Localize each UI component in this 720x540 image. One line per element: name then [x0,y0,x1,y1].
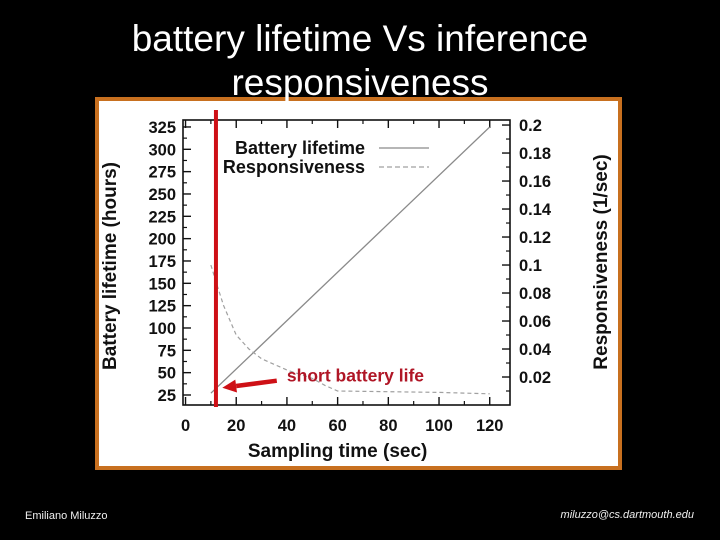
svg-text:40: 40 [278,417,296,435]
svg-text:Sampling time (sec): Sampling time (sec) [248,441,428,462]
svg-text:50: 50 [158,365,176,383]
annotation-label: short battery life [287,365,424,385]
svg-text:100: 100 [148,320,176,338]
svg-text:0.2: 0.2 [519,117,542,135]
axis-titles: Sampling time (sec) Battery lifetime (hou… [100,154,612,462]
svg-text:250: 250 [148,186,176,204]
red-arrow [222,378,278,393]
svg-text:325: 325 [148,119,176,137]
svg-text:Battery lifetime: Battery lifetime [235,138,365,158]
svg-text:100: 100 [425,417,453,435]
svg-text:275: 275 [148,164,176,182]
svg-text:200: 200 [148,231,176,249]
slide-title-container: battery lifetime Vs inference responsive… [0,0,720,101]
svg-text:20: 20 [227,417,245,435]
svg-text:Responsiveness (1/sec): Responsiveness (1/sec) [591,154,612,369]
svg-text:60: 60 [328,417,346,435]
author-email: miluzzo@cs.dartmouth.edu [560,509,694,521]
right-axis-ticks: 0.02 0.04 0.06 0.08 0.1 0.12 0.14 0.16 0.18 0.2 [502,117,552,392]
battery-vs-responsiveness-chart: 0 20 40 60 80 100 1202550751001251501752002252… [100,110,612,462]
x-axis-ticks: 0 20 40 60 80 100 120 [181,120,504,435]
svg-text:80: 80 [379,417,397,435]
svg-text:0.02: 0.02 [519,369,551,387]
author-credit: Emiliano Miluzzo [25,510,108,522]
left-axis-ticks: 25 50 75 100 125 150 175 200 225 250 275 300 325 [148,119,191,405]
svg-text:0.18: 0.18 [519,145,551,163]
svg-text:0.08: 0.08 [519,285,551,303]
plot-border [182,119,511,406]
svg-text:short battery life: short battery life [287,365,424,385]
svg-text:25: 25 [158,387,176,405]
svg-text:0.06: 0.06 [519,313,551,331]
svg-text:75: 75 [158,342,176,360]
svg-text:300: 300 [148,141,176,159]
chart-image: 0 20 40 60 80 100 120 25 50 75 100 125 150 175 200 225 2… [95,97,622,470]
svg-text:0.16: 0.16 [519,173,551,191]
svg-text:0.12: 0.12 [519,229,551,247]
svg-text:Responsiveness: Responsiveness [223,157,365,177]
svg-text:125: 125 [148,298,176,316]
slide-title: battery lifetime Vs inference responsive… [0,0,720,101]
svg-text:225: 225 [148,208,176,226]
svg-text:0.14: 0.14 [519,201,552,219]
svg-text:175: 175 [148,253,176,271]
svg-text:0.1: 0.1 [519,257,542,275]
svg-text:150: 150 [148,275,176,293]
responsiveness-line [210,264,490,395]
slide-title-line2: responsiveness [231,62,489,101]
svg-text:0: 0 [181,417,190,435]
svg-text:Battery lifetime (hours): Battery lifetime (hours) [100,162,121,370]
battery-lifetime-line [210,126,491,394]
slide-title-line1: battery lifetime Vs inference [131,18,589,59]
svg-text:0.04: 0.04 [519,341,552,359]
svg-text:120: 120 [476,417,504,435]
